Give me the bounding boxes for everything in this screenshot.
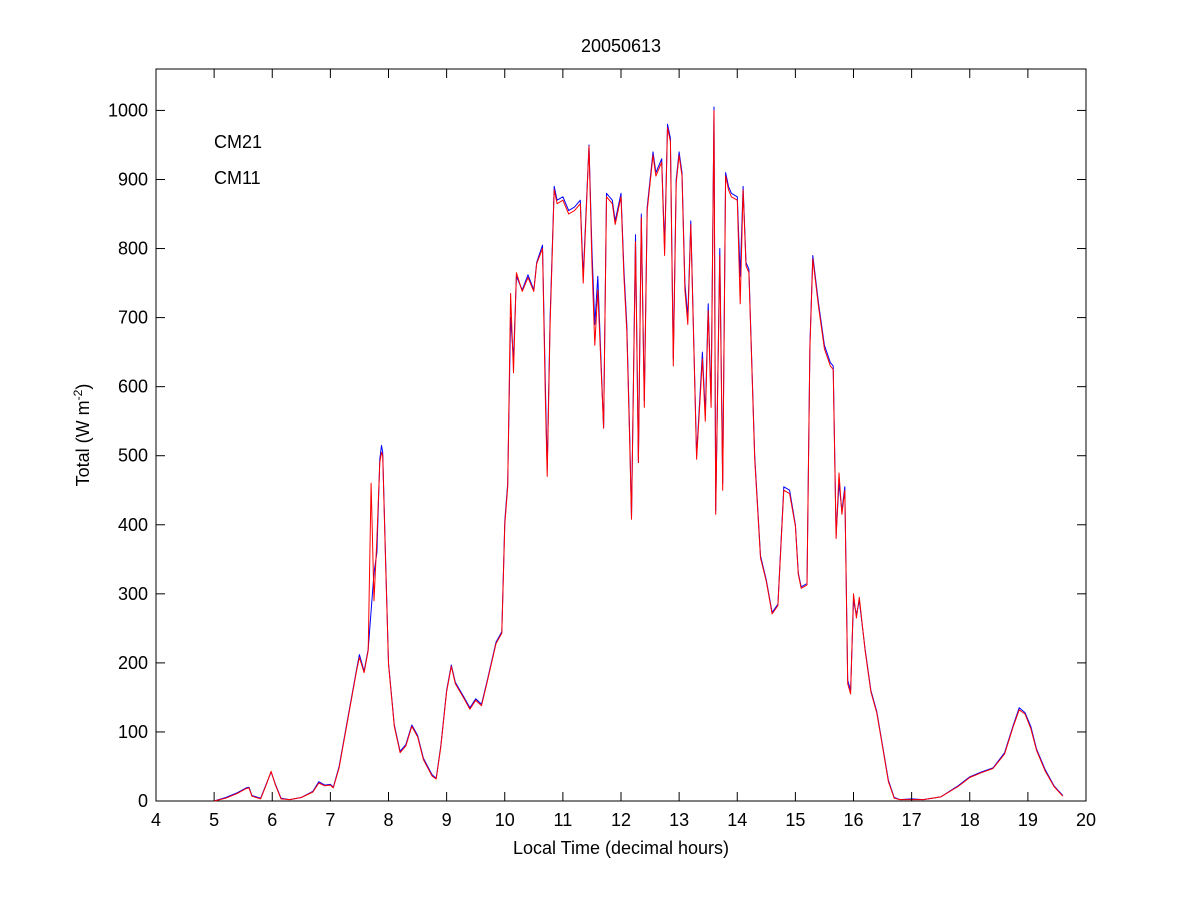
plot-area — [155, 68, 1087, 802]
x-tick-label: 17 — [902, 810, 922, 830]
x-tick-label: 13 — [669, 810, 689, 830]
y-tick-label: 800 — [118, 239, 148, 259]
legend-entry-cm21: CM21 — [214, 132, 262, 152]
x-tick-label: 14 — [727, 810, 747, 830]
y-tick-label: 100 — [118, 722, 148, 742]
y-tick-label: 400 — [118, 515, 148, 535]
x-tick-label: 4 — [151, 810, 161, 830]
y-tick-label: 200 — [118, 653, 148, 673]
legend-entry-cm11: CM11 — [214, 168, 261, 188]
y-tick-label: 900 — [118, 169, 148, 189]
x-tick-label: 6 — [267, 810, 277, 830]
chart-title: 20050613 — [581, 36, 661, 56]
x-axis-ticks: 4 5 6 7 8 9 10 11 12 13 14 15 16 17 18 19 20 — [151, 69, 1096, 830]
x-tick-label: 16 — [843, 810, 863, 830]
x-tick-label: 10 — [495, 810, 515, 830]
y-tick-label: 600 — [118, 377, 148, 397]
y-tick-label: 1000 — [108, 100, 148, 120]
y-tick-label: 300 — [118, 584, 148, 604]
series-line-cm11 — [213, 109, 1064, 802]
y-tick-label: 500 — [118, 446, 148, 466]
x-tick-label: 7 — [325, 810, 335, 830]
x-tick-label: 12 — [611, 810, 631, 830]
y-axis-title-text: Total (W m — [73, 400, 93, 486]
x-tick-label: 5 — [209, 810, 219, 830]
x-tick-label: 19 — [1018, 810, 1038, 830]
x-tick-label: 11 — [554, 810, 573, 830]
y-tick-label: 0 — [138, 791, 148, 811]
x-tick-label: 9 — [442, 810, 452, 830]
y-axis-title-suffix: ) — [73, 384, 93, 390]
x-tick-label: 15 — [785, 810, 805, 830]
y-axis-title-superscript: -2 — [71, 389, 85, 400]
x-tick-label: 8 — [383, 810, 393, 830]
y-axis-title: Total (W m-2) — [71, 384, 93, 487]
legend: CM21 CM11 — [214, 132, 262, 188]
y-axis-ticks: 0 100 200 300 400 500 600 700 800 900 1000 — [108, 100, 1086, 811]
x-tick-label: 18 — [960, 810, 980, 830]
x-axis-title: Local Time (decimal hours) — [513, 838, 729, 858]
x-tick-label: 20 — [1076, 810, 1096, 830]
series-layer — [213, 106, 1064, 802]
y-tick-label: 700 — [118, 308, 148, 328]
